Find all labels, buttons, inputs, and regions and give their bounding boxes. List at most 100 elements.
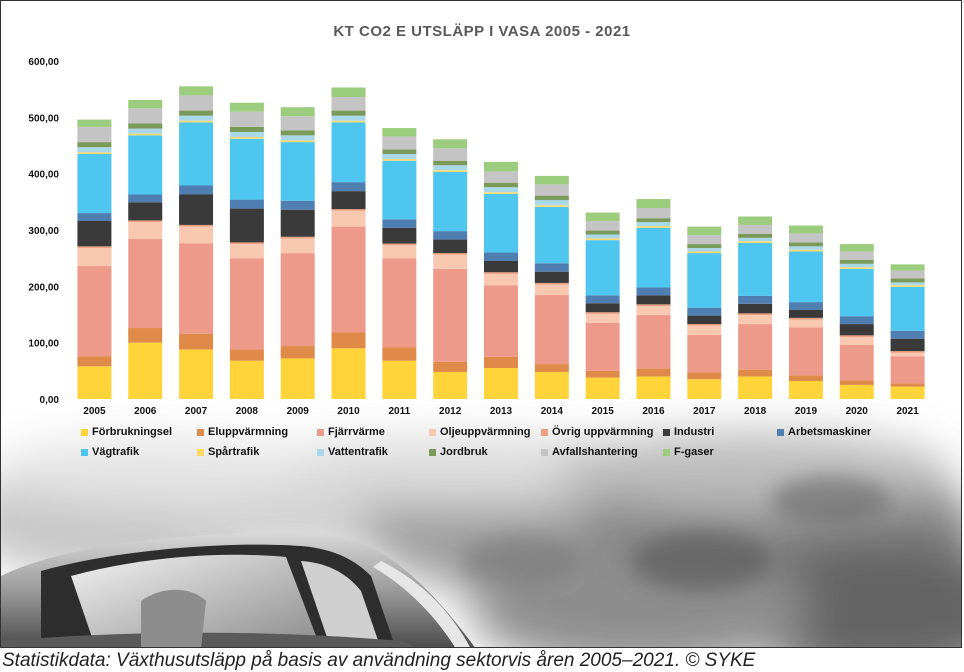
bar-segment	[331, 332, 366, 349]
bar-segment	[382, 360, 417, 399]
bar-segment	[839, 268, 874, 317]
x-tick-label: 2014	[541, 406, 564, 417]
bar-segment	[738, 303, 773, 314]
bar-segment	[585, 303, 620, 313]
x-tick-label: 2021	[896, 406, 919, 417]
x-tick-label: 2016	[642, 406, 665, 417]
x-tick-label: 2012	[439, 406, 462, 417]
bar-segment	[229, 258, 264, 350]
bar-segment	[636, 287, 671, 296]
bar-segment	[890, 282, 925, 286]
y-tick-label: 600,00	[28, 57, 59, 68]
bar-segment	[229, 208, 264, 243]
bar-segment	[484, 171, 518, 183]
bar-segment	[179, 226, 214, 244]
bar-segment	[331, 182, 366, 192]
bar-segment	[128, 194, 163, 203]
bar-segment	[585, 377, 620, 399]
bar-segment	[331, 226, 366, 333]
bar-segment	[687, 235, 722, 245]
bar-segment	[382, 245, 417, 259]
bar-segment	[687, 379, 722, 399]
bar-segment	[738, 242, 773, 296]
bar-segment	[128, 133, 163, 136]
bar-segment	[280, 253, 315, 347]
bar-segment	[77, 246, 112, 249]
bar-segment	[738, 237, 773, 242]
bar-segment	[585, 240, 620, 296]
bar-segment	[331, 122, 366, 183]
bar-segment	[687, 334, 722, 373]
bar-segment	[484, 368, 518, 399]
bar-segment	[77, 119, 112, 127]
y-tick-label: 200,00	[28, 282, 59, 293]
bar-segment	[839, 267, 874, 269]
bar-segment	[128, 135, 163, 195]
x-tick-label: 2020	[846, 406, 869, 417]
bar-segment	[280, 130, 315, 136]
bar-segment	[179, 194, 214, 225]
bar-segment	[382, 128, 417, 137]
bar-segment	[229, 137, 264, 139]
bar-segment	[788, 317, 823, 320]
bar-segment	[77, 126, 112, 143]
bar-segment	[128, 108, 163, 124]
bar-segment	[839, 380, 874, 385]
x-tick-label: 2009	[287, 406, 310, 417]
bar-segment	[839, 324, 874, 336]
bar-segment	[636, 222, 671, 227]
bar-segment	[636, 295, 671, 305]
x-tick-label: 2013	[490, 406, 513, 417]
bar-segment	[738, 224, 773, 234]
bar-segment	[331, 120, 366, 123]
bar-segment	[585, 295, 620, 304]
bar-segment	[179, 95, 214, 111]
bar-segment	[433, 231, 468, 240]
bar-segment	[890, 352, 925, 357]
bar-segment	[585, 234, 620, 239]
car-image	[1, 532, 475, 647]
bar-segment	[128, 220, 163, 223]
bar-segment	[229, 349, 264, 361]
bars-group	[77, 86, 925, 399]
bar-segment	[534, 271, 569, 283]
stacked-bar-chart: 0,00 100,00 200,00 300,00 400,00 500,00 600,00…	[28, 57, 925, 417]
chart-title: KT CO2 E UTSLÄPP I VASA 2005 - 2021	[333, 23, 631, 40]
bar-segment	[890, 278, 925, 283]
x-axis: 2005 2006 2007 2008 2009 2010 2011 2012 2013 2014…	[83, 406, 919, 417]
bar-segment	[382, 149, 417, 154]
bar-segment	[636, 306, 671, 316]
bar-segment	[128, 222, 163, 240]
bar-segment	[179, 86, 214, 96]
bar-segment	[433, 254, 468, 269]
bar-segment	[890, 351, 925, 353]
bar-segment	[839, 244, 874, 252]
bar-segment	[687, 325, 722, 335]
bar-segment	[280, 358, 315, 399]
bar-segment	[382, 347, 417, 361]
bar-segment	[738, 369, 773, 377]
bar-segment	[280, 236, 315, 239]
bar-segment	[534, 205, 569, 207]
bar-segment	[534, 364, 569, 372]
bar-segment	[890, 383, 925, 387]
y-tick-label: 400,00	[28, 170, 59, 181]
bar-segment	[77, 152, 112, 154]
bar-segment	[229, 242, 264, 245]
bar-segment	[128, 123, 163, 129]
bar-segment	[839, 251, 874, 260]
bar-segment	[77, 147, 112, 153]
bar-segment	[687, 307, 722, 316]
bar-segment	[128, 328, 163, 343]
bar-segment	[585, 212, 620, 221]
bar-segment	[738, 241, 773, 243]
bar-segment	[890, 356, 925, 384]
bar-segment	[382, 153, 417, 160]
bar-segment	[534, 200, 569, 206]
bar-segment	[331, 348, 366, 399]
bar-segment	[128, 99, 163, 109]
bar-segment	[788, 242, 823, 247]
bar-segment	[179, 115, 214, 121]
bar-segment	[433, 160, 468, 166]
bar-segment	[128, 128, 163, 134]
